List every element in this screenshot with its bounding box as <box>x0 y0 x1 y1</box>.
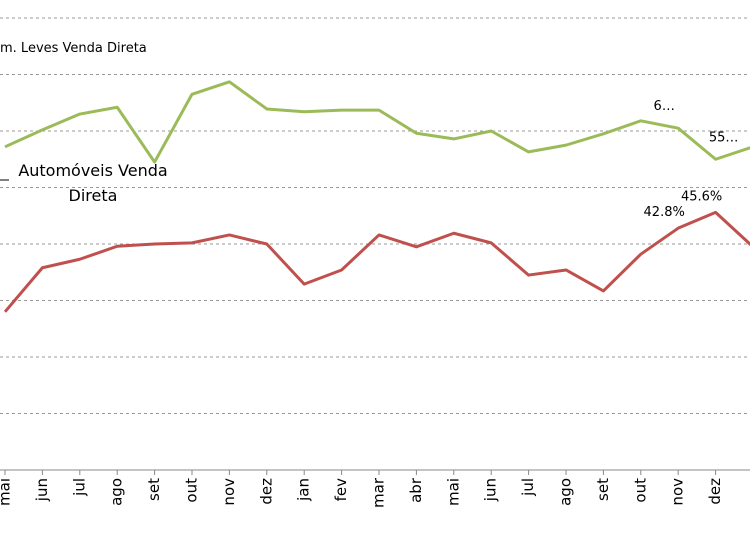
series-line <box>3 210 750 313</box>
x-tick-label: out <box>631 478 649 503</box>
series-label: Automóveis Venda Direta <box>18 161 168 205</box>
x-tick-label: out <box>183 478 201 503</box>
x-tick-label: set <box>594 478 612 501</box>
x-tick-label: jun <box>33 478 51 502</box>
x-tick-label: set <box>145 478 163 501</box>
data-label: 6… <box>654 99 675 114</box>
data-label: 55… <box>709 130 739 145</box>
x-tick-label: dez <box>257 478 275 505</box>
x-tick-label: abr <box>407 477 425 503</box>
x-tick-label: nov <box>220 478 238 506</box>
x-tick-label: ago <box>557 478 575 506</box>
x-tick-label: jul <box>70 478 88 497</box>
x-tick-label: mar <box>370 477 388 508</box>
x-tick-label: nov <box>669 478 687 506</box>
x-tick-label: jan <box>295 478 313 502</box>
x-tick-label: mai <box>444 478 462 506</box>
x-tick-label: jun <box>482 478 500 502</box>
x-tick-label: dez <box>706 478 724 505</box>
series-label: m. Leves Venda Direta <box>0 41 147 56</box>
data-label: 42.8% <box>644 205 685 220</box>
x-tick-label: ago <box>108 478 126 506</box>
series-line <box>4 80 750 164</box>
x-tick-label: fev <box>332 478 350 502</box>
x-tick-label: mai <box>0 478 14 506</box>
x-tick-label: jul <box>519 478 537 497</box>
data-label: 45.6% <box>681 189 722 204</box>
